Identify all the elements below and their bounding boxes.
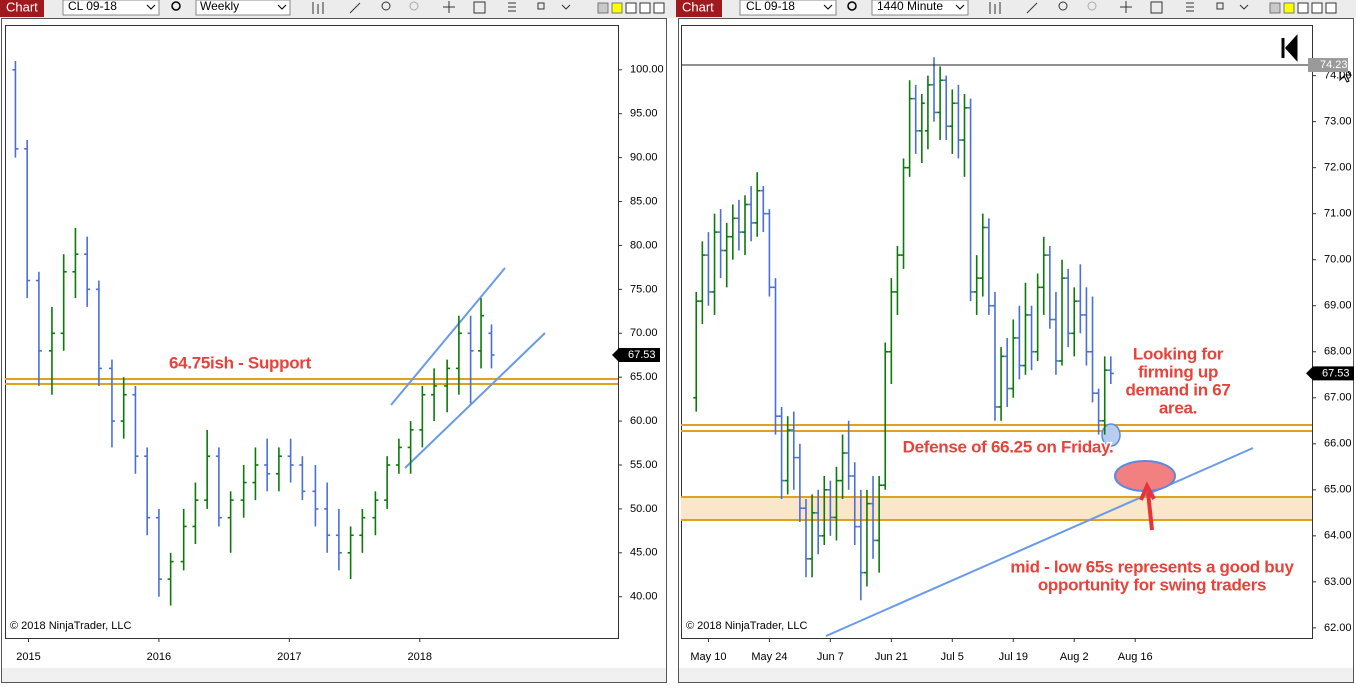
maximize[interactable] xyxy=(639,2,651,14)
instrument-select[interactable] xyxy=(62,0,160,16)
y-tick-label: 40.00 xyxy=(630,591,658,603)
last-price-box xyxy=(1306,366,1354,381)
y-tick-label: 85.00 xyxy=(630,195,658,207)
dropdown-arrow xyxy=(955,4,965,10)
color-box[interactable] xyxy=(1283,2,1295,14)
cursor-price-box xyxy=(1308,58,1348,73)
x-tick-label: 2017 xyxy=(277,651,301,663)
color-box[interactable] xyxy=(1269,2,1281,14)
drawings xyxy=(5,267,618,469)
window-frame xyxy=(678,18,1354,683)
interval[interactable]: 1440 Minute xyxy=(877,0,943,13)
scrollbar[interactable] xyxy=(2,668,666,682)
toolbar-icons[interactable] xyxy=(312,1,571,14)
tab-label[interactable]: Chart xyxy=(682,0,714,14)
interval-select[interactable] xyxy=(195,0,291,16)
x-tick-label: Aug 2 xyxy=(1060,651,1089,663)
x-tick-label: 2016 xyxy=(147,651,171,663)
close[interactable] xyxy=(653,2,665,14)
y-tick-label: 67.00 xyxy=(1324,392,1352,404)
y-tick-label: 64.00 xyxy=(1324,530,1352,542)
tab[interactable] xyxy=(676,0,722,17)
y-tick-label: 68.00 xyxy=(1324,346,1352,358)
close[interactable] xyxy=(1325,2,1337,14)
x-tick-label: 2015 xyxy=(16,651,40,663)
tab-label[interactable]: Chart xyxy=(6,0,38,14)
interval-select[interactable] xyxy=(871,0,969,16)
plot-frame xyxy=(681,25,1313,639)
annotation: opportunity for swing traders xyxy=(1038,575,1266,594)
y-tick-label: 65.00 xyxy=(1324,484,1352,496)
dropdown-arrow xyxy=(277,4,287,10)
annotation: demand in 67 xyxy=(1125,380,1230,399)
annotation: area. xyxy=(1159,398,1197,417)
y-tick-label: 74.00 xyxy=(1324,70,1352,82)
minimize[interactable] xyxy=(1297,2,1309,14)
cursor-price: 74.23 xyxy=(1320,59,1348,71)
y-tick-label: 66.00 xyxy=(1324,438,1352,450)
drawings xyxy=(681,34,1353,637)
copyright: © 2018 NinjaTrader, LLC xyxy=(686,620,807,632)
y-tick-label: 55.00 xyxy=(630,459,658,471)
last-price-box xyxy=(612,347,660,362)
y-tick-label: 45.00 xyxy=(630,547,658,559)
y-tick-label: 80.00 xyxy=(630,239,658,251)
y-tick-label: 65.00 xyxy=(630,371,658,383)
y-tick-label: 95.00 xyxy=(630,108,658,120)
y-tick-label: 60.00 xyxy=(630,415,658,427)
y-tick-label: 50.00 xyxy=(630,503,658,515)
tab[interactable] xyxy=(0,0,44,17)
search-icon[interactable] xyxy=(847,1,857,11)
y-tick-label: 71.00 xyxy=(1324,208,1352,220)
maximize[interactable] xyxy=(1311,2,1323,14)
y-tick-label: 70.00 xyxy=(1324,254,1352,266)
x-tick-label: 2018 xyxy=(408,651,432,663)
color-box[interactable] xyxy=(611,2,623,14)
dropdown-arrow xyxy=(146,4,156,10)
instrument[interactable]: CL 09-18 xyxy=(68,0,117,13)
y-tick-label: 90.00 xyxy=(630,152,658,164)
scrollbar[interactable] xyxy=(679,668,1353,682)
toolbar-icons[interactable] xyxy=(989,1,1249,14)
x-tick-label: Jul 19 xyxy=(999,651,1028,663)
instrument[interactable]: CL 09-18 xyxy=(746,0,795,13)
last-price: 67.53 xyxy=(1322,367,1350,379)
last-price: 67.53 xyxy=(628,349,656,361)
x-tick-label: Jun 21 xyxy=(875,651,908,663)
y-tick-label: 62.00 xyxy=(1324,622,1352,634)
plot-frame xyxy=(5,25,619,639)
annotation: 64.75ish - Support xyxy=(169,353,312,372)
x-tick-label: May 24 xyxy=(751,651,787,663)
y-tick-label: 100.00 xyxy=(630,64,664,76)
y-tick-label: 75.00 xyxy=(630,283,658,295)
annotation: Looking for xyxy=(1133,344,1224,363)
window-frame xyxy=(1,18,667,683)
y-tick-label: 72.00 xyxy=(1324,162,1352,174)
y-tick-label: 70.00 xyxy=(630,327,658,339)
y-tick-label: 69.00 xyxy=(1324,300,1352,312)
minimize[interactable] xyxy=(625,2,637,14)
interval[interactable]: Weekly xyxy=(200,0,239,13)
x-tick-label: Jul 5 xyxy=(941,651,964,663)
search-icon[interactable] xyxy=(171,1,181,11)
copyright: © 2018 NinjaTrader, LLC xyxy=(10,620,131,632)
annotation: Defense of 66.25 on Friday. xyxy=(903,437,1114,456)
annotation: mid - low 65s represents a good buy xyxy=(1010,557,1294,576)
y-tick-label: 63.00 xyxy=(1324,576,1352,588)
color-box[interactable] xyxy=(597,2,609,14)
instrument-select[interactable] xyxy=(739,0,837,16)
dropdown-arrow xyxy=(823,4,833,10)
x-tick-label: May 10 xyxy=(690,651,726,663)
x-tick-label: Aug 16 xyxy=(1118,651,1153,663)
x-tick-label: Jun 7 xyxy=(817,651,844,663)
y-tick-label: 73.00 xyxy=(1324,116,1352,128)
annotation: firming up xyxy=(1138,362,1218,381)
